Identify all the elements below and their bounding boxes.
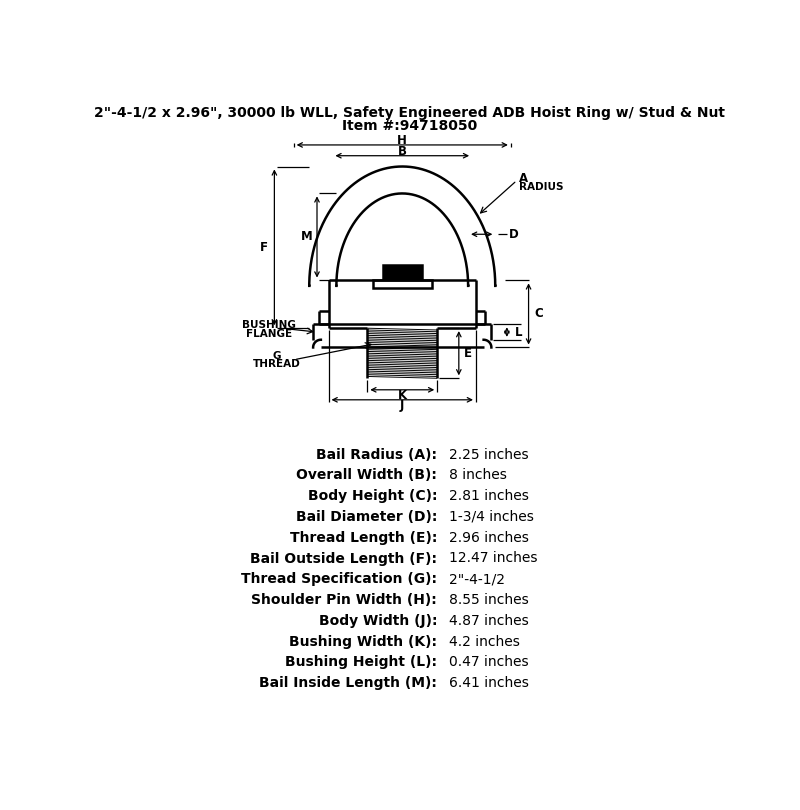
Text: A: A xyxy=(518,172,528,185)
Text: F: F xyxy=(260,241,268,254)
Text: 2.25 inches: 2.25 inches xyxy=(449,448,528,462)
Text: Bail Diameter (D):: Bail Diameter (D): xyxy=(296,510,437,524)
Text: Thread Specification (G):: Thread Specification (G): xyxy=(241,573,437,586)
Text: Thread Length (E):: Thread Length (E): xyxy=(290,531,437,544)
Text: E: E xyxy=(463,347,471,360)
Text: D: D xyxy=(509,228,519,241)
Text: 0.47 inches: 0.47 inches xyxy=(449,655,528,669)
Text: Body Width (J):: Body Width (J): xyxy=(318,614,437,628)
Text: 2"-4-1/2: 2"-4-1/2 xyxy=(449,573,505,586)
Text: Shoulder Pin Width (H):: Shoulder Pin Width (H): xyxy=(251,593,437,607)
Text: H: H xyxy=(398,134,407,147)
Text: G: G xyxy=(273,351,281,361)
Text: Overall Width (B):: Overall Width (B): xyxy=(296,468,437,482)
Text: L: L xyxy=(514,326,522,339)
Text: Bail Radius (A):: Bail Radius (A): xyxy=(316,448,437,462)
Text: FLANGE: FLANGE xyxy=(246,329,292,339)
Text: 6.41 inches: 6.41 inches xyxy=(449,676,529,690)
Text: Bushing Width (K):: Bushing Width (K): xyxy=(289,635,437,649)
Text: Item #:94718050: Item #:94718050 xyxy=(342,119,478,133)
Text: K: K xyxy=(398,390,407,403)
Text: 4.2 inches: 4.2 inches xyxy=(449,635,520,649)
Text: 8.55 inches: 8.55 inches xyxy=(449,593,529,607)
Text: Bail Outside Length (F):: Bail Outside Length (F): xyxy=(250,552,437,565)
Text: THREAD: THREAD xyxy=(253,360,301,369)
Text: M: M xyxy=(301,231,312,244)
Text: 1-3/4 inches: 1-3/4 inches xyxy=(449,510,534,524)
Text: B: B xyxy=(398,145,406,158)
Text: 2"-4-1/2 x 2.96", 30000 lb WLL, Safety Engineered ADB Hoist Ring w/ Stud & Nut: 2"-4-1/2 x 2.96", 30000 lb WLL, Safety E… xyxy=(94,106,726,121)
Text: 2.81 inches: 2.81 inches xyxy=(449,489,529,503)
Text: Bushing Height (L):: Bushing Height (L): xyxy=(285,655,437,669)
Bar xyxy=(383,265,422,287)
Text: C: C xyxy=(534,308,543,321)
Text: BUSHING: BUSHING xyxy=(242,320,296,330)
Text: RADIUS: RADIUS xyxy=(518,182,563,192)
Text: Bail Inside Length (M):: Bail Inside Length (M): xyxy=(259,676,437,690)
Text: J: J xyxy=(400,399,405,412)
Text: 8 inches: 8 inches xyxy=(449,468,506,482)
Text: 12.47 inches: 12.47 inches xyxy=(449,552,538,565)
Text: Body Height (C):: Body Height (C): xyxy=(308,489,437,503)
Text: 4.87 inches: 4.87 inches xyxy=(449,614,529,628)
Text: 2.96 inches: 2.96 inches xyxy=(449,531,529,544)
Bar xyxy=(373,279,432,288)
